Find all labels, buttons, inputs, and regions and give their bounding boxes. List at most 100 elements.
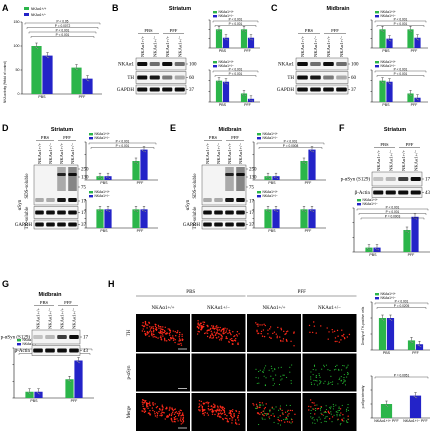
p-value-label: P < 0.001 [229, 22, 243, 26]
data-point [106, 209, 108, 211]
th-cell [175, 411, 177, 413]
data-point [226, 39, 228, 41]
bar-pbs-1 [222, 81, 230, 102]
th-cell [177, 415, 180, 417]
bar-pff-0 [300, 209, 308, 228]
th-cell [160, 413, 162, 415]
data-point [74, 68, 76, 70]
th-cell [238, 423, 240, 426]
th-cell [291, 409, 293, 412]
psyn-puncta [290, 382, 292, 384]
th-cell [142, 322, 144, 324]
th-cell [340, 339, 342, 341]
psyn-puncta [266, 412, 268, 415]
band [323, 62, 334, 66]
th-cell [205, 332, 207, 334]
legend-swatch-wt [375, 11, 379, 14]
th-cell [313, 325, 316, 327]
th-cell [216, 327, 218, 329]
x-tick-label: PFF [137, 181, 145, 185]
psyn-puncta [258, 382, 260, 384]
th-cell [226, 419, 229, 421]
p-bracket [30, 36, 95, 38]
th-cell [256, 331, 258, 333]
th-cell [270, 337, 272, 340]
lane-label: NKAα1+/− [238, 142, 243, 164]
ylabel-a: NKA activity (%fold of control) [3, 61, 7, 103]
th-cell [154, 413, 156, 415]
psyn-puncta [316, 418, 318, 420]
group-label-pbs: PBS [144, 28, 153, 33]
data-point [244, 30, 246, 33]
legend-label-het: NKAα1+/− [95, 194, 110, 198]
bar-pbs-1 [222, 37, 230, 48]
x-tick-label: PBS [38, 95, 46, 99]
data-point [418, 345, 421, 347]
data-point [67, 379, 69, 381]
x-tick-label: PBS [219, 49, 227, 53]
x-tick-label: PBS [369, 253, 377, 257]
data-point [385, 405, 388, 407]
legend-label-wt: NKAα1+/+ [219, 10, 234, 14]
th-cell [278, 419, 280, 422]
group-label-pbs: PBS [209, 135, 218, 140]
th-cell [158, 407, 161, 410]
th-cell [209, 408, 212, 411]
group-label-pff: PFF [231, 135, 239, 140]
th-cell [260, 332, 262, 335]
psyn-puncta [334, 365, 337, 368]
bar-pff-1 [140, 209, 148, 228]
th-cell [285, 332, 287, 335]
psyn-puncta [270, 375, 272, 377]
psyn-puncta [323, 364, 325, 366]
th-cell [217, 329, 219, 332]
bar-pff-1 [74, 360, 83, 398]
group-label-pff: PFF [63, 135, 71, 140]
th-cell [155, 326, 158, 329]
th-cell [268, 336, 271, 339]
th-cell [207, 414, 210, 416]
psyn-puncta [262, 371, 265, 373]
psyn-puncta [259, 369, 261, 371]
data-point [136, 210, 138, 213]
band [149, 87, 160, 92]
data-point [390, 40, 392, 42]
th-cell [161, 333, 164, 335]
th-cell [150, 326, 153, 328]
psyn-puncta [347, 409, 349, 411]
band [398, 177, 409, 181]
th-cell [224, 413, 226, 416]
th-cell [284, 411, 287, 413]
th-cell [327, 410, 329, 413]
x-tick-label: PFF [305, 229, 313, 233]
psyn-puncta [290, 380, 292, 382]
data-point [77, 69, 79, 71]
th-cell [178, 340, 180, 342]
th-cell [223, 411, 226, 414]
psyn-puncta [281, 378, 283, 380]
th-cell [343, 333, 345, 336]
th-cell [177, 420, 179, 422]
group-label-pbs: PBS [40, 300, 49, 305]
data-point [383, 319, 385, 321]
th-cell [213, 331, 216, 333]
psyn-puncta [341, 369, 343, 371]
psyn-puncta [343, 379, 345, 381]
psyn-puncta [289, 371, 291, 373]
th-cell [255, 322, 257, 324]
psyn-puncta [332, 381, 334, 383]
tile-background [247, 393, 301, 431]
psyn-puncta [325, 405, 327, 407]
th-cell [229, 409, 231, 412]
th-cell [200, 328, 202, 331]
th-cell [309, 331, 311, 334]
th-cell [235, 333, 238, 336]
psyn-puncta [255, 407, 258, 409]
p-bracket [256, 142, 325, 145]
band [35, 222, 44, 227]
th-cell [315, 332, 317, 334]
smear [57, 167, 66, 191]
th-cell [213, 327, 215, 330]
